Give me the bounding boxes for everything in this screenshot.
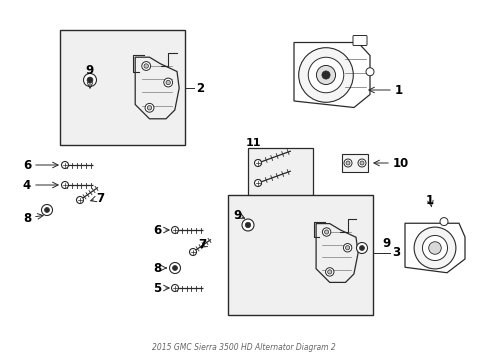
Circle shape (359, 246, 364, 251)
Circle shape (143, 64, 148, 68)
Text: 5: 5 (153, 282, 161, 294)
Circle shape (325, 268, 333, 276)
Text: 11: 11 (245, 138, 260, 148)
Circle shape (165, 80, 170, 85)
Circle shape (322, 228, 330, 236)
Text: 9: 9 (381, 237, 389, 249)
Circle shape (172, 266, 177, 270)
Circle shape (254, 159, 261, 166)
Circle shape (346, 161, 349, 165)
Circle shape (324, 230, 328, 234)
Circle shape (169, 262, 180, 274)
Polygon shape (135, 57, 179, 119)
Text: 7: 7 (96, 192, 104, 204)
Bar (60, 30, 184, 145)
Circle shape (307, 57, 343, 93)
Circle shape (321, 71, 329, 79)
Circle shape (356, 243, 367, 253)
Bar (247, 148, 312, 200)
Text: 6: 6 (153, 224, 161, 237)
Bar (227, 195, 372, 315)
Circle shape (142, 62, 150, 71)
Text: 3: 3 (391, 247, 399, 260)
Circle shape (61, 181, 68, 189)
Circle shape (365, 68, 373, 76)
Circle shape (245, 222, 250, 228)
Text: 1: 1 (394, 84, 402, 96)
Text: 6: 6 (23, 158, 31, 171)
Text: 9: 9 (233, 208, 242, 221)
Circle shape (345, 246, 349, 250)
Circle shape (298, 48, 352, 102)
Circle shape (44, 207, 49, 212)
Circle shape (147, 105, 151, 110)
FancyBboxPatch shape (352, 36, 366, 45)
Circle shape (83, 73, 96, 86)
Circle shape (171, 226, 178, 234)
Bar (341, 154, 367, 172)
Circle shape (359, 161, 363, 165)
Circle shape (413, 227, 455, 269)
Circle shape (316, 66, 335, 85)
Circle shape (76, 197, 83, 203)
Circle shape (61, 162, 68, 168)
Circle shape (422, 235, 447, 261)
Polygon shape (315, 224, 357, 282)
Text: 8: 8 (23, 212, 31, 225)
Circle shape (357, 159, 365, 167)
Text: 10: 10 (392, 157, 408, 170)
Text: 9: 9 (86, 63, 94, 77)
Polygon shape (404, 223, 464, 273)
Text: 2: 2 (196, 81, 203, 95)
Text: 2015 GMC Sierra 3500 HD Alternator Diagram 2: 2015 GMC Sierra 3500 HD Alternator Diagr… (152, 343, 335, 352)
Circle shape (145, 103, 154, 112)
Text: 8: 8 (153, 261, 161, 274)
Circle shape (242, 219, 253, 231)
Circle shape (343, 244, 351, 252)
Circle shape (327, 270, 331, 274)
Circle shape (189, 248, 196, 256)
Circle shape (171, 284, 178, 292)
Circle shape (163, 78, 172, 87)
Circle shape (343, 159, 351, 167)
Text: 7: 7 (198, 238, 205, 251)
Text: 1: 1 (425, 194, 433, 207)
Text: 4: 4 (23, 179, 31, 192)
Circle shape (41, 204, 52, 216)
Circle shape (439, 217, 447, 226)
Circle shape (87, 77, 93, 83)
Polygon shape (293, 42, 369, 108)
Circle shape (428, 242, 440, 254)
Circle shape (254, 180, 261, 186)
